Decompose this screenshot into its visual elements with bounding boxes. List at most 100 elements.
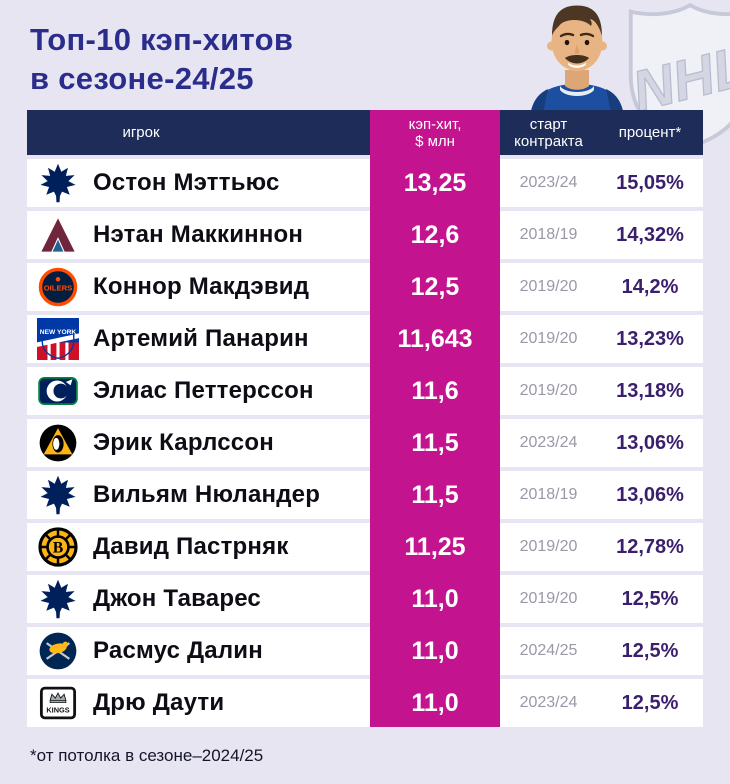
player-cell: Джон Таварес bbox=[27, 575, 370, 623]
team-logo-vancouver-canucks bbox=[37, 370, 79, 412]
caphit-value: 11,643 bbox=[397, 324, 473, 353]
caphit-cell: 11,0 bbox=[370, 575, 500, 627]
table-rows: Остон Мэттьюс 13,25 2023/24 15,05% Нэтан… bbox=[27, 159, 703, 727]
cap-hit-table: игрок кэп-хит, $ млн старт контракта про… bbox=[27, 110, 703, 727]
caphit-cell: 13,25 bbox=[370, 159, 500, 211]
caphit-value: 11,5 bbox=[411, 428, 459, 457]
percent-cell: 13,23% bbox=[597, 315, 703, 363]
title-line2: в сезоне-24/25 bbox=[30, 61, 254, 96]
caphit-cell: 11,643 bbox=[370, 315, 500, 367]
caphit-value: 11,0 bbox=[411, 688, 459, 717]
player-name: Нэтан Маккиннон bbox=[93, 221, 304, 248]
caphit-value: 11,6 bbox=[411, 376, 459, 405]
contract-start-cell: 2019/20 bbox=[500, 263, 597, 311]
caphit-value: 11,25 bbox=[404, 532, 466, 561]
contract-start-cell: 2019/20 bbox=[500, 315, 597, 363]
table-row: Расмус Далин 11,0 2024/25 12,5% bbox=[27, 627, 703, 679]
contract-start-cell: 2018/19 bbox=[500, 211, 597, 259]
caphit-header-line2: $ млн bbox=[415, 132, 455, 150]
player-cell: Коннор Макдэвид bbox=[27, 263, 370, 311]
caphit-cell: 11,5 bbox=[370, 471, 500, 523]
player-name: Расмус Далин bbox=[93, 637, 263, 664]
contract-start: 2019/20 bbox=[519, 382, 578, 399]
percent-value: 12,5% bbox=[621, 691, 679, 714]
table-row: Артемий Панарин 11,643 2019/20 13,23% bbox=[27, 315, 703, 367]
page-title: Топ-10 кэп-хитов в сезоне-24/25 bbox=[30, 20, 293, 98]
percent-cell: 12,5% bbox=[597, 575, 703, 623]
team-logo-new-york-rangers bbox=[37, 318, 79, 360]
caphit-value: 12,5 bbox=[410, 272, 460, 301]
contract-start-cell: 2024/25 bbox=[500, 627, 597, 675]
team-logo-toronto-maple-leafs bbox=[37, 474, 79, 516]
table-row: Джон Таварес 11,0 2019/20 12,5% bbox=[27, 575, 703, 627]
team-logo-boston-bruins bbox=[37, 526, 79, 568]
percent-cell: 14,2% bbox=[597, 263, 703, 311]
contract-start: 2023/24 bbox=[519, 434, 578, 451]
caphit-value: 13,25 bbox=[403, 168, 467, 197]
percent-value: 12,5% bbox=[621, 639, 679, 662]
player-cell: Остон Мэттьюс bbox=[27, 159, 370, 207]
table-row: Вильям Нюландер 11,5 2018/19 13,06% bbox=[27, 471, 703, 523]
caphit-cell: 11,0 bbox=[370, 627, 500, 679]
player-name: Остон Мэттьюс bbox=[93, 169, 280, 196]
player-cell: Расмус Далин bbox=[27, 627, 370, 675]
contract-start: 2019/20 bbox=[519, 330, 578, 347]
player-cell: Эрик Карлссон bbox=[27, 419, 370, 467]
percent-cell: 12,78% bbox=[597, 523, 703, 571]
table-header: игрок кэп-хит, $ млн старт контракта про… bbox=[27, 110, 703, 159]
caphit-cell: 12,5 bbox=[370, 263, 500, 315]
contract-start-cell: 2019/20 bbox=[500, 523, 597, 571]
start-header-line1: старт bbox=[529, 115, 568, 133]
percent-value: 13,06% bbox=[616, 431, 684, 454]
title-line1: Топ-10 кэп-хитов bbox=[30, 22, 294, 57]
column-header-caphit: кэп-хит, $ млн bbox=[370, 110, 500, 159]
contract-start: 2019/20 bbox=[519, 590, 578, 607]
column-header-start: старт контракта bbox=[500, 110, 597, 155]
contract-start-cell: 2023/24 bbox=[500, 419, 597, 467]
player-name: Артемий Панарин bbox=[93, 325, 309, 352]
player-name: Джон Таварес bbox=[93, 585, 261, 612]
percent-value: 12,5% bbox=[621, 587, 679, 610]
contract-start-cell: 2019/20 bbox=[500, 575, 597, 623]
column-header-percent: процент* bbox=[597, 110, 703, 155]
team-logo-edmonton-oilers bbox=[37, 266, 79, 308]
table-row: Элиас Петтерссон 11,6 2019/20 13,18% bbox=[27, 367, 703, 419]
percent-cell: 14,32% bbox=[597, 211, 703, 259]
table-row: Эрик Карлссон 11,5 2023/24 13,06% bbox=[27, 419, 703, 471]
contract-start: 2018/19 bbox=[519, 226, 578, 243]
caphit-cell: 11,6 bbox=[370, 367, 500, 419]
column-header-player: игрок bbox=[27, 110, 370, 155]
contract-start: 2024/25 bbox=[519, 642, 578, 659]
player-name: Коннор Макдэвид bbox=[93, 273, 310, 300]
footnote: *от потолка в сезоне–2024/25 bbox=[30, 746, 264, 765]
team-logo-la-kings bbox=[37, 682, 79, 724]
percent-value: 13,23% bbox=[616, 327, 684, 350]
caphit-cell: 11,5 bbox=[370, 419, 500, 471]
player-cell: Артемий Панарин bbox=[27, 315, 370, 363]
contract-start: 2019/20 bbox=[519, 278, 578, 295]
contract-start-cell: 2023/24 bbox=[500, 159, 597, 207]
team-logo-buffalo-sabres bbox=[37, 630, 79, 672]
player-name: Дрю Даути bbox=[93, 689, 225, 716]
percent-cell: 13,06% bbox=[597, 419, 703, 467]
player-cell: Дрю Даути bbox=[27, 679, 370, 727]
player-photo bbox=[530, 5, 624, 118]
player-cell: Давид Пастрняк bbox=[27, 523, 370, 571]
team-logo-colorado-avalanche bbox=[37, 214, 79, 256]
percent-cell: 13,18% bbox=[597, 367, 703, 415]
caphit-value: 11,5 bbox=[411, 480, 459, 509]
percent-value: 13,06% bbox=[616, 483, 684, 506]
player-name: Элиас Петтерссон bbox=[93, 377, 314, 404]
caphit-value: 12,6 bbox=[410, 220, 460, 249]
contract-start: 2023/24 bbox=[519, 694, 578, 711]
percent-value: 15,05% bbox=[616, 171, 684, 194]
contract-start: 2018/19 bbox=[519, 486, 578, 503]
percent-value: 14,32% bbox=[616, 223, 684, 246]
percent-cell: 15,05% bbox=[597, 159, 703, 207]
table-row: Дрю Даути 11,0 2023/24 12,5% bbox=[27, 679, 703, 727]
caphit-cell: 11,0 bbox=[370, 679, 500, 727]
player-name: Давид Пастрняк bbox=[93, 533, 289, 560]
percent-value: 13,18% bbox=[616, 379, 684, 402]
percent-value: 14,2% bbox=[621, 275, 679, 298]
caphit-header-line1: кэп-хит, bbox=[408, 115, 462, 133]
